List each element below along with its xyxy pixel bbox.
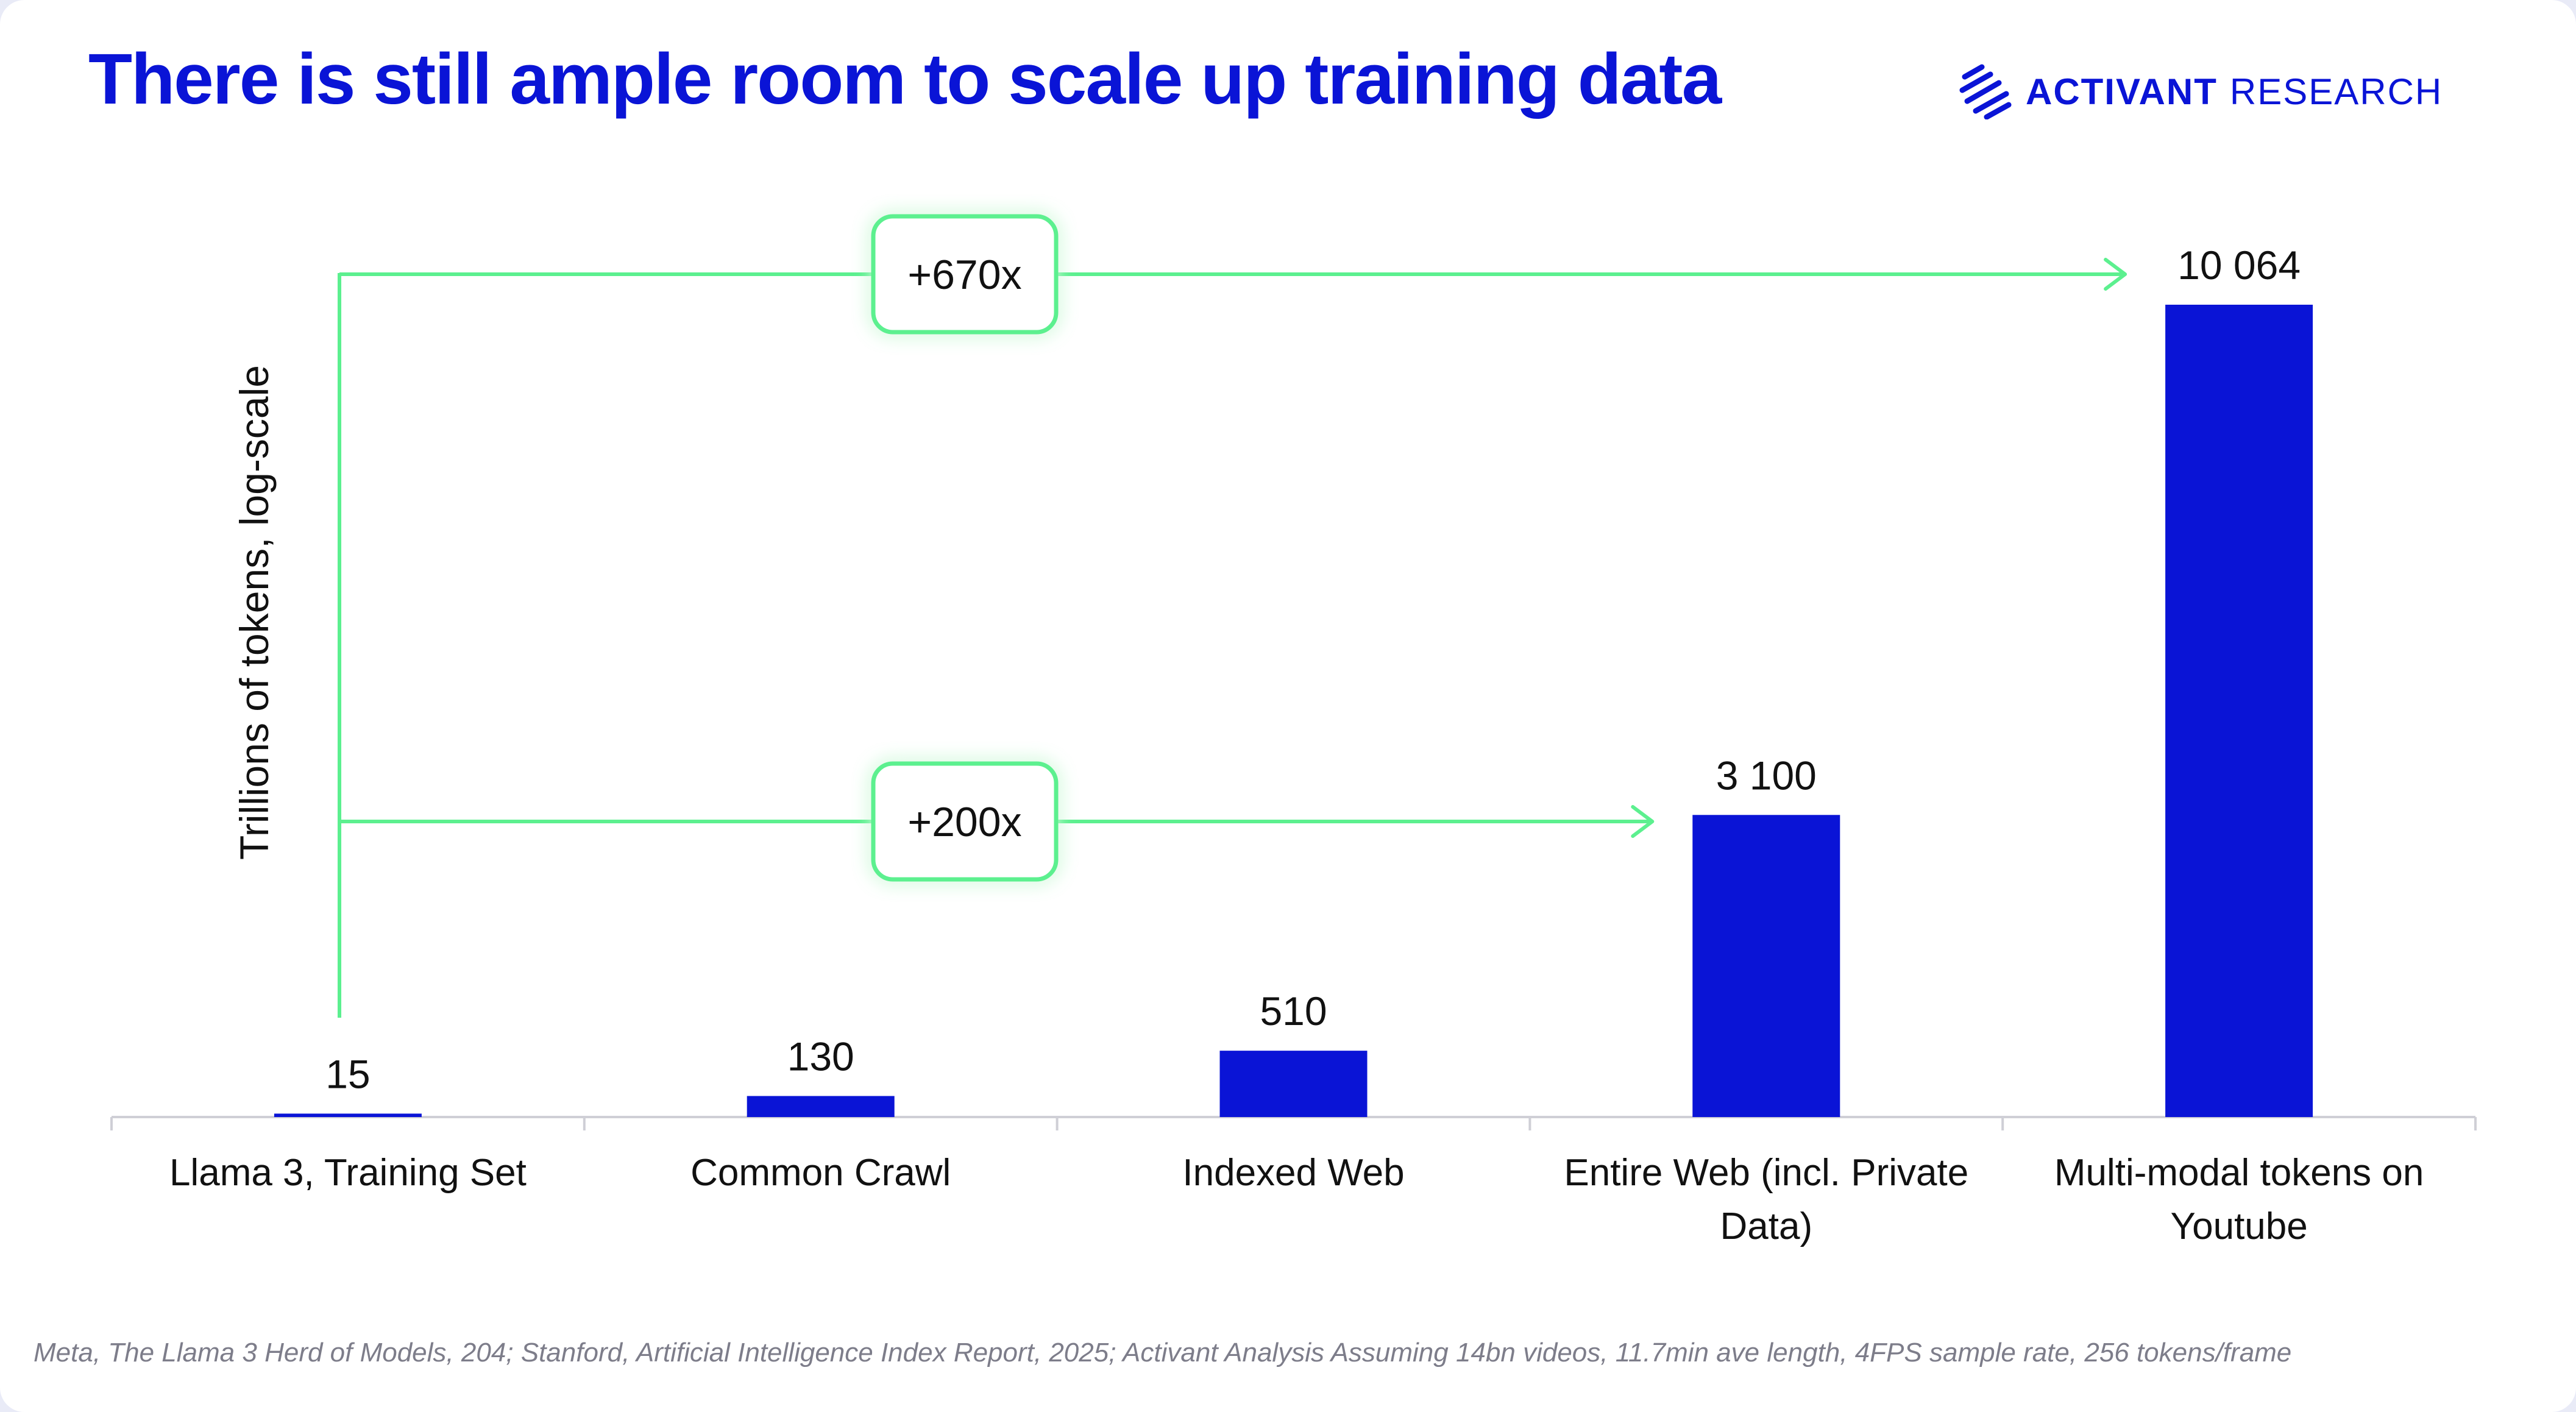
bar — [1692, 815, 1840, 1117]
y-axis-label: Trillions of tokens, log-scale — [232, 365, 277, 860]
x-tick-label: Multi-modal tokens on — [2054, 1152, 2424, 1194]
annotation-label: +670x — [907, 252, 1021, 298]
annotation-arrow-head — [2104, 258, 2127, 291]
x-tick-label: Data) — [1720, 1205, 1812, 1247]
x-tick-label: Indexed Web — [1182, 1152, 1404, 1194]
x-tick-label: Llama 3, Training Set — [169, 1152, 527, 1194]
bar — [274, 1113, 422, 1117]
data-label: 3 100 — [1716, 753, 1817, 798]
activant-stripes-icon — [1959, 64, 2012, 119]
annotation-arrow-head — [1631, 805, 1655, 838]
bar — [1219, 1051, 1368, 1117]
logo-brand: ACTIVANT — [2026, 71, 2218, 112]
data-label: 510 — [1260, 988, 1327, 1034]
x-tick-label: Youtube — [2170, 1205, 2307, 1247]
data-label: 130 — [787, 1034, 854, 1079]
chart-title: There is still ample room to scale up tr… — [88, 39, 1722, 119]
data-label: 15 — [325, 1051, 370, 1096]
logo-brand-secondary: RESEARCH — [2229, 71, 2443, 112]
bar — [747, 1096, 895, 1117]
annotation-label: +200x — [907, 799, 1021, 845]
annotation-box — [871, 214, 1059, 335]
annotation-box — [871, 761, 1059, 882]
bar — [2165, 305, 2313, 1117]
data-label: 10 064 — [2177, 243, 2301, 288]
x-tick-label: Common Crawl — [690, 1152, 951, 1194]
activant-logo: ACTIVANT RESEARCH — [1956, 61, 2443, 122]
x-tick-label: Entire Web (incl. Private — [1564, 1152, 1968, 1194]
source-note: Meta, The Llama 3 Herd of Models, 204; S… — [34, 1338, 2292, 1368]
